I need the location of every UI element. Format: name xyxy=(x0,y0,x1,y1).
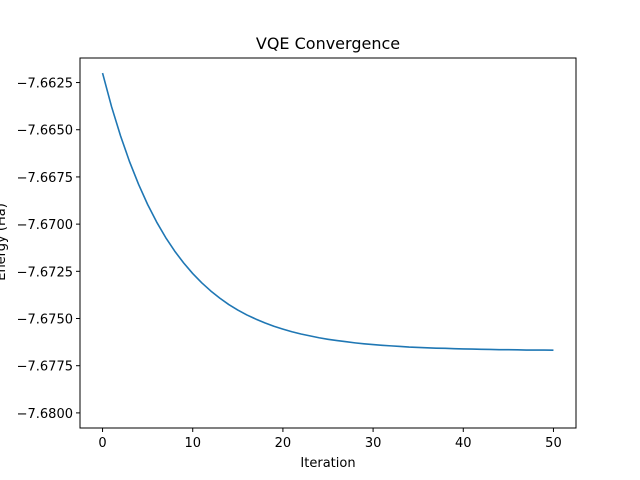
y-axis-label: Energy (Ha) xyxy=(0,203,9,281)
x-tick-label: 20 xyxy=(275,436,292,451)
y-tick-label: −7.6725 xyxy=(17,265,73,280)
x-axis: 0 10 20 30 40 50 xyxy=(98,428,562,451)
x-axis-label: Iteration xyxy=(300,456,355,471)
y-tick-label: −7.6675 xyxy=(17,171,73,186)
y-tick-label: −7.6650 xyxy=(17,124,73,139)
y-tick-label: −7.6800 xyxy=(17,407,73,422)
x-tick-label: 10 xyxy=(184,436,201,451)
y-axis: −7.6625 −7.6650 −7.6675 −7.6700 −7.6725 −7.67… xyxy=(17,77,80,422)
y-tick-label: −7.6700 xyxy=(17,218,73,233)
chart-title: VQE Convergence xyxy=(256,34,400,53)
plot-frame xyxy=(79,57,577,429)
x-tick-label: 40 xyxy=(455,436,472,451)
y-tick-label: −7.6775 xyxy=(17,360,73,375)
x-tick-label: 0 xyxy=(98,436,106,451)
x-tick-label: 30 xyxy=(365,436,382,451)
y-tick-label: −7.6625 xyxy=(17,77,73,92)
x-tick-label: 50 xyxy=(545,436,562,451)
y-tick-label: −7.6750 xyxy=(17,313,73,328)
plot-area xyxy=(101,72,554,352)
series-line xyxy=(101,72,554,352)
